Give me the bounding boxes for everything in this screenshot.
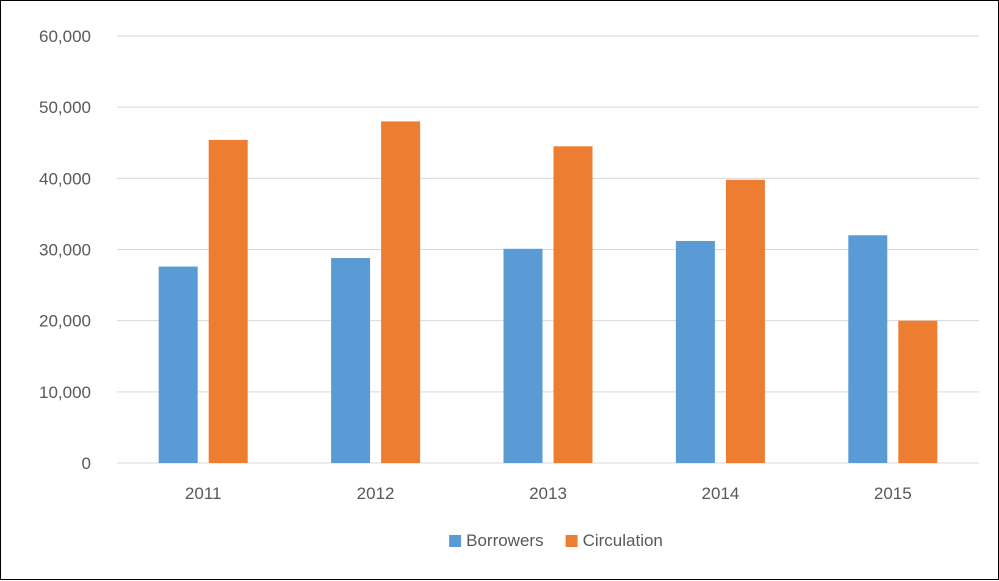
x-tick-label: 2012 [357,484,395,503]
legend-item-circulation: Circulation [565,531,663,550]
y-tick-label: 50,000 [39,98,91,117]
legend: Borrowers Circulation [449,531,663,550]
x-tick-label: 2011 [185,484,222,503]
y-tick-label: 40,000 [39,169,91,188]
bar-circulation-2011 [208,139,248,464]
bar-circulation-2013 [553,146,593,463]
bar-circulation-2014 [725,179,765,464]
bar-borrowers-2014 [675,240,715,463]
bar-borrowers-2012 [331,258,371,463]
gridlines [117,35,979,464]
x-axis: 2011 2012 2013 2014 2015 [185,484,912,503]
bar-circulation-2012 [381,121,421,464]
bar-borrowers-2015 [848,235,888,463]
legend-label: Borrowers [466,531,543,550]
x-tick-label: 2013 [529,484,567,503]
bar-borrowers-2013 [503,248,543,463]
x-tick-label: 2015 [874,484,912,503]
bar-borrowers-2011 [158,266,198,463]
y-tick-label: 20,000 [39,312,91,331]
y-tick-label: 0 [82,454,91,473]
bar-circulation-2015 [898,320,938,463]
y-axis: 0 10,000 20,000 30,000 40,000 50,000 60,000 [39,27,91,473]
y-tick-label: 30,000 [39,241,91,260]
legend-swatch [449,535,462,547]
x-tick-label: 2014 [701,484,739,503]
y-tick-label: 10,000 [39,383,91,402]
legend-item-borrowers: Borrowers [449,531,544,550]
y-tick-label: 60,000 [39,27,91,46]
legend-swatch [565,535,578,547]
legend-label: Circulation [583,531,663,550]
bars [158,121,938,464]
